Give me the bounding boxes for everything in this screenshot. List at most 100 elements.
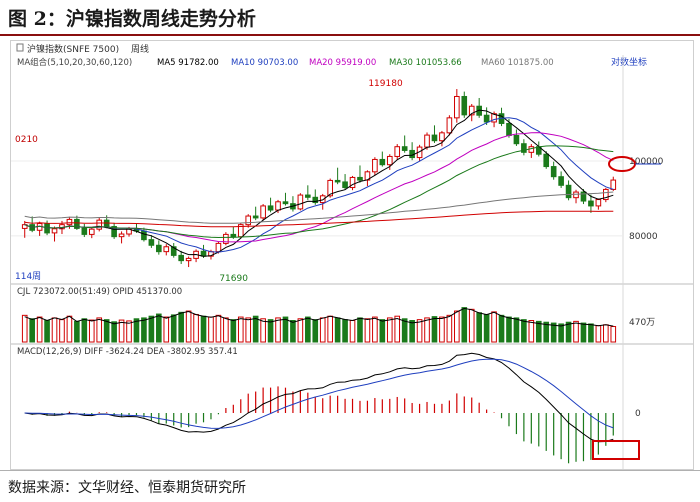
volume-bar: [267, 319, 274, 343]
candle-body: [156, 244, 162, 253]
chart-frame[interactable]: 沪镍指数(SNFE 7500) 周线 对数坐标 1191808615071690…: [10, 40, 694, 470]
volume-bar: [44, 320, 50, 343]
volume-bar: [118, 319, 125, 343]
volume-bars: [21, 307, 617, 343]
candle-body: [260, 205, 266, 219]
volume-bar: [185, 310, 192, 343]
open-interest-line: [24, 307, 614, 327]
source-divider: [0, 470, 700, 471]
candle-body: [200, 250, 207, 257]
volume-bar: [424, 317, 430, 343]
period-label[interactable]: 周线: [131, 43, 149, 55]
volume-bar: [103, 319, 110, 343]
candle-body: [312, 196, 319, 204]
volume-bar: [558, 323, 564, 343]
volume-bar: [550, 322, 557, 343]
candle-body: [424, 134, 430, 148]
volume-bar: [282, 316, 289, 343]
volume-bar: [51, 317, 58, 343]
volume-bar: [305, 316, 311, 343]
volume-bar: [446, 314, 453, 343]
volume-bar: [454, 310, 460, 343]
price-tick-label: 80000: [629, 232, 658, 242]
ma-group-label: MA组合(5,10,20,30,60,120): [17, 57, 132, 68]
source-note: 数据来源：文华财经、恒泰期货研究所: [8, 480, 246, 496]
volume-bar: [275, 317, 281, 343]
candle-body: [334, 179, 341, 183]
candle-body: [446, 117, 453, 134]
volume-bar: [36, 316, 43, 343]
candle-body: [372, 158, 378, 173]
macd-diff-line: [24, 352, 614, 443]
candle-body: [88, 228, 95, 235]
volume-bar: [178, 311, 184, 343]
volume-bar: [74, 320, 80, 343]
axis-mode-label[interactable]: 对数坐标: [611, 56, 647, 68]
candle-body: [357, 176, 363, 181]
volume-bar: [595, 325, 602, 343]
volume-bar: [565, 321, 572, 343]
price-y-axis: 100000 80000: [629, 157, 664, 242]
candle-body: [588, 200, 594, 207]
candle-body: [342, 181, 348, 189]
ma-legend: MA组合(5,10,20,30,60,120) MA5 91782.00 MA1…: [17, 57, 554, 68]
candle-body: [282, 201, 289, 205]
volume-bar: [431, 316, 438, 343]
volume-bar: [513, 317, 520, 343]
candle-body: [297, 194, 304, 210]
ma5-legend: MA5 91782.00: [157, 58, 219, 68]
volume-bar: [148, 315, 155, 343]
volume-bar: [468, 308, 475, 343]
volume-bar: [543, 321, 550, 343]
volume-bar: [156, 313, 162, 343]
volume-bar: [342, 319, 348, 343]
price-annotation: 119180: [368, 79, 403, 89]
volume-bar: [610, 326, 617, 343]
volume-bar: [133, 318, 140, 343]
candle-body: [349, 176, 356, 189]
volume-bar: [245, 317, 252, 343]
candle-body: [491, 113, 497, 123]
ma60-legend: MA60 101875.00: [481, 58, 554, 68]
volume-bar: [506, 316, 512, 343]
candle-body: [580, 191, 587, 202]
volume-bar: [372, 316, 378, 343]
top-info-bar: 沪镍指数(SNFE 7500) 周线 对数坐标: [16, 43, 647, 68]
ma-line-ma5: [24, 109, 614, 257]
volume-bar: [81, 318, 88, 343]
candle-body: [81, 227, 88, 235]
ma-line-ma60: [24, 191, 614, 224]
candle-body: [483, 114, 490, 123]
volume-bar: [327, 315, 333, 343]
candle-body: [223, 233, 229, 244]
volume-bar: [141, 317, 147, 343]
candle-body: [394, 146, 401, 157]
candle-body: [305, 194, 311, 198]
price-candles: [21, 89, 617, 268]
price-annotations: 1191808615071690: [219, 79, 403, 284]
candle-body: [610, 179, 617, 190]
volume-bar: [193, 313, 199, 343]
volume-bar: [439, 316, 445, 343]
expand-icon[interactable]: [16, 43, 24, 52]
candle-body: [148, 239, 155, 246]
candle-body: [595, 199, 602, 207]
volume-bar: [260, 318, 266, 343]
candle-body: [141, 230, 147, 241]
volume-bar: [223, 317, 229, 343]
ma-line-ma120: [24, 210, 614, 228]
volume-bar: [237, 316, 244, 343]
volume-bar: [483, 313, 490, 343]
volume-bar: [401, 318, 408, 343]
macd-header: MACD(12,26,9) DIFF -3624.24 DEA -3802.95…: [17, 347, 238, 357]
volume-bar: [111, 321, 117, 343]
volume-bar: [29, 318, 35, 343]
volume-header: CJL 723072.00(51:49) OPID 451370.00: [17, 287, 182, 297]
volume-tick-label: 470万: [629, 318, 655, 328]
candle-body: [603, 188, 609, 201]
candle-body: [118, 233, 125, 238]
candle-body: [319, 195, 326, 204]
volume-bar: [170, 314, 177, 343]
title-divider: [0, 34, 700, 36]
candlestick-chart[interactable]: 沪镍指数(SNFE 7500) 周线 对数坐标 1191808615071690…: [11, 41, 693, 469]
